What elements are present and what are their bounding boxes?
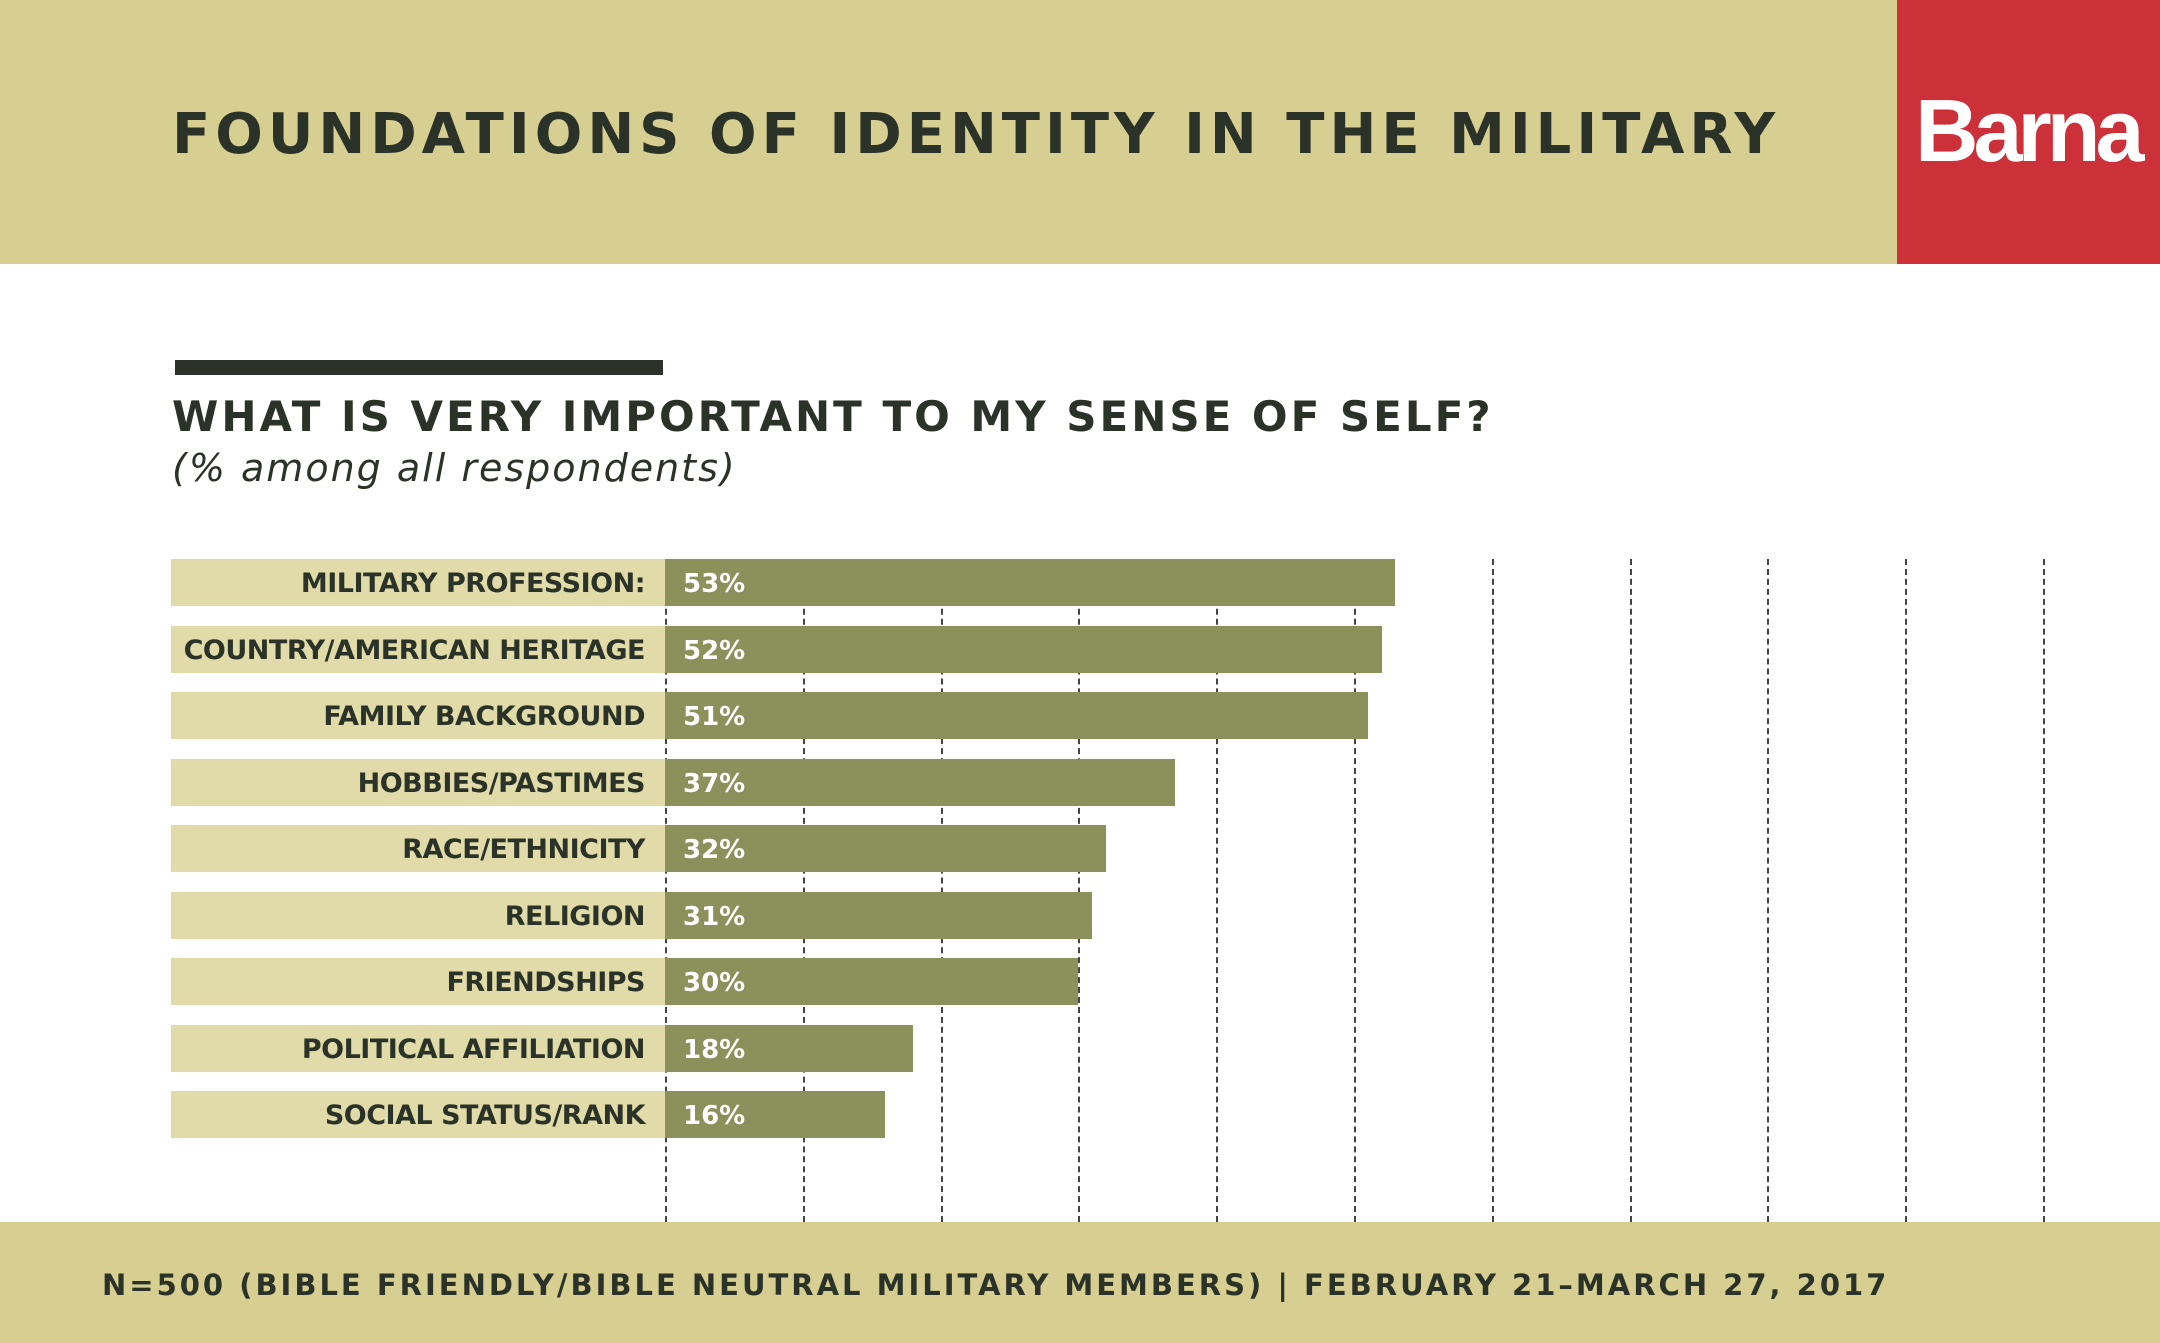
barna-logo: Barna: [1897, 0, 2160, 264]
logo-text: Barna: [1915, 81, 2144, 180]
category-label: FAMILY BACKGROUND: [323, 701, 645, 732]
bar: [665, 891, 1093, 939]
gridline: [1629, 559, 1632, 1222]
gridline: [1767, 559, 1770, 1222]
category-label-bg: MILITARY PROFESSION:: [171, 559, 665, 606]
footer-note: N=500 (BIBLE FRIENDLY/BIBLE NEUTRAL MILI…: [102, 1268, 1890, 1302]
value-label: 52%: [683, 635, 746, 666]
chart-subtitle: (% among all respondents): [172, 446, 737, 490]
value-label: 18%: [683, 1034, 746, 1065]
gridline: [665, 559, 667, 1222]
category-label: POLITICAL AFFILIATION: [301, 1033, 646, 1065]
category-label-bg: FAMILY BACKGROUND: [171, 692, 665, 739]
gridline: [1491, 559, 1494, 1222]
bar: [665, 559, 1396, 606]
bar: [665, 692, 1368, 739]
bar: [665, 825, 1106, 872]
value-label: 30%: [683, 968, 746, 998]
value-label: 51%: [683, 702, 746, 732]
category-label: SOCIAL STATUS/RANK: [324, 1100, 646, 1131]
gridline: [1905, 559, 1908, 1222]
category-label-bg: FRIENDSHIPS: [171, 958, 665, 1005]
category-label-bg: POLITICAL AFFILIATION: [171, 1024, 665, 1072]
category-label: COUNTRY/AMERICAN HERITAGE: [183, 634, 646, 666]
category-label: RACE/ETHNICITY: [402, 834, 645, 865]
value-label: 32%: [683, 835, 746, 865]
category-label: MILITARY PROFESSION:: [300, 568, 646, 599]
bar: [665, 758, 1175, 806]
title-rule: [175, 360, 663, 375]
category-label-bg: RACE/ETHNICITY: [171, 825, 665, 872]
chart-title: WHAT IS VERY IMPORTANT TO MY SENSE OF SE…: [172, 392, 1494, 441]
header-band: FOUNDATIONS OF IDENTITY IN THE MILITARY: [0, 0, 1897, 264]
gridline: [1216, 559, 1219, 1222]
page-title: FOUNDATIONS OF IDENTITY IN THE MILITARY: [172, 102, 1780, 167]
value-label: 37%: [683, 768, 746, 799]
value-label: 53%: [683, 569, 746, 599]
category-label-bg: SOCIAL STATUS/RANK: [171, 1091, 665, 1138]
gridline: [1354, 559, 1356, 1222]
gridline: [940, 559, 943, 1222]
category-label-bg: HOBBIES/PASTIMES: [171, 758, 665, 806]
category-label-bg: RELIGION: [171, 891, 665, 939]
category-label: RELIGION: [504, 900, 646, 932]
category-label: FRIENDSHIPS: [446, 967, 645, 998]
bar: [665, 1024, 914, 1072]
bar: [665, 1091, 886, 1138]
value-label: 31%: [683, 901, 746, 932]
category-label-bg: COUNTRY/AMERICAN HERITAGE: [171, 625, 665, 673]
value-label: 16%: [683, 1101, 746, 1131]
footer-band: N=500 (BIBLE FRIENDLY/BIBLE NEUTRAL MILI…: [0, 1222, 2160, 1343]
bar: [665, 958, 1079, 1005]
gridline: [2043, 559, 2045, 1222]
category-label: HOBBIES/PASTIMES: [357, 767, 646, 799]
gridline: [1078, 559, 1081, 1222]
bar: [665, 625, 1382, 673]
gridline: [802, 559, 805, 1222]
